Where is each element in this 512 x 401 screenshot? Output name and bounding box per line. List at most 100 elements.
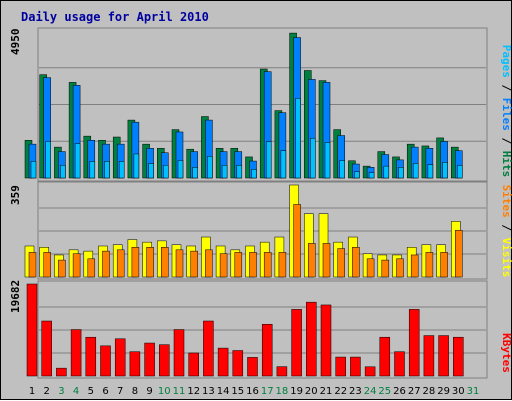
legend-sep: / bbox=[500, 218, 512, 238]
x-tick-label: 10 bbox=[158, 386, 171, 397]
bar-kbytes bbox=[114, 338, 126, 377]
bar-pages bbox=[427, 164, 434, 179]
ytick-visits: 359 bbox=[9, 185, 22, 205]
bar-kbytes bbox=[247, 357, 258, 377]
bar-sites bbox=[410, 254, 419, 278]
bar-pages bbox=[74, 143, 81, 179]
bar-sites bbox=[116, 249, 125, 278]
bar-sites bbox=[102, 250, 110, 278]
x-tick-label: 23 bbox=[349, 386, 362, 397]
x-tick-label: 14 bbox=[217, 386, 230, 397]
legend-sep: / bbox=[500, 78, 512, 98]
bar-sites bbox=[263, 252, 272, 278]
x-tick-label: 31 bbox=[467, 386, 480, 397]
bar-pages bbox=[192, 167, 198, 179]
x-tick-label: 25 bbox=[378, 386, 391, 397]
bar-pages bbox=[133, 153, 140, 179]
bar-pages bbox=[398, 167, 404, 179]
x-tick-label: 15 bbox=[231, 386, 244, 397]
bar-sites bbox=[28, 252, 37, 278]
bar-pages bbox=[148, 163, 154, 179]
bar-sites bbox=[72, 253, 81, 278]
bar-pages bbox=[163, 164, 169, 179]
bar-sites bbox=[381, 259, 390, 278]
bar-kbytes bbox=[203, 320, 214, 377]
bar-pages bbox=[60, 164, 66, 179]
ytick-kbytes: 19682 bbox=[9, 280, 22, 313]
bar-kbytes bbox=[379, 336, 391, 377]
bar-sites bbox=[352, 247, 360, 278]
bar-kbytes bbox=[173, 329, 185, 377]
bar-kbytes bbox=[261, 323, 273, 377]
x-tick-label: 30 bbox=[452, 386, 465, 397]
bar-kbytes bbox=[232, 350, 244, 377]
bar-sites bbox=[293, 204, 301, 278]
bar-sites bbox=[190, 250, 198, 278]
bar-kbytes bbox=[276, 366, 288, 377]
bar-pages bbox=[457, 165, 463, 179]
ytick-usage: 4950 bbox=[9, 29, 22, 56]
x-tick-label: 7 bbox=[117, 386, 123, 397]
bar-kbytes bbox=[350, 356, 361, 377]
x-tick-label: 9 bbox=[146, 386, 152, 397]
bar-pages bbox=[251, 169, 257, 179]
bar-pages bbox=[236, 164, 243, 179]
x-tick-label: 3 bbox=[58, 386, 64, 397]
bar-kbytes bbox=[364, 366, 376, 377]
bar-sites bbox=[440, 252, 448, 278]
bar-pages bbox=[118, 161, 125, 179]
bar-kbytes bbox=[320, 304, 332, 377]
bar-kbytes bbox=[394, 351, 405, 377]
bar-pages bbox=[265, 141, 272, 179]
bar-kbytes bbox=[159, 344, 170, 377]
legend-pages: Pages bbox=[500, 45, 512, 78]
x-tick-label: 27 bbox=[408, 386, 421, 397]
x-tick-label: 18 bbox=[276, 386, 289, 397]
bar-kbytes bbox=[217, 347, 229, 377]
chart-title: Daily usage for April 2010 bbox=[21, 10, 209, 24]
bar-sites bbox=[43, 252, 51, 278]
bar-kbytes bbox=[144, 342, 155, 377]
x-tick-label: 24 bbox=[364, 386, 377, 397]
legend-sites: Sites bbox=[500, 185, 512, 218]
x-tick-label: 5 bbox=[88, 386, 94, 397]
bar-sites bbox=[278, 252, 287, 278]
bar-sites bbox=[175, 249, 184, 278]
x-tick-label: 19 bbox=[290, 386, 303, 397]
bar-kbytes bbox=[26, 283, 38, 377]
legend-usage: Pages / Files / Hits bbox=[500, 45, 512, 178]
x-tick-label: 16 bbox=[246, 386, 259, 397]
bar-pages bbox=[383, 165, 390, 179]
bar-kbytes bbox=[100, 345, 111, 377]
x-tick-label: 11 bbox=[173, 386, 186, 397]
x-tick-label: 1 bbox=[29, 386, 35, 397]
legend-kbytes: KBytes bbox=[500, 333, 512, 373]
x-tick-label: 21 bbox=[320, 386, 333, 397]
bar-sites bbox=[249, 252, 257, 278]
bar-sites bbox=[396, 258, 404, 278]
x-tick-label: 22 bbox=[334, 386, 347, 397]
bar-kbytes bbox=[56, 367, 67, 377]
bar-sites bbox=[308, 243, 316, 278]
bar-sites bbox=[205, 249, 213, 278]
x-tick-label: 4 bbox=[73, 386, 79, 397]
bar-sites bbox=[87, 258, 96, 278]
bar-pages bbox=[221, 164, 228, 179]
bar-sites bbox=[322, 243, 331, 278]
bar-pages bbox=[442, 162, 448, 179]
bar-pages bbox=[104, 161, 110, 179]
bar-pages bbox=[412, 163, 419, 179]
bar-sites bbox=[58, 259, 66, 278]
bar-pages bbox=[324, 142, 331, 179]
x-tick-label: 17 bbox=[261, 386, 274, 397]
bar-kbytes bbox=[453, 336, 464, 377]
bar-kbytes bbox=[85, 336, 97, 377]
bar-pages bbox=[177, 160, 184, 179]
bar-sites bbox=[131, 247, 140, 278]
bar-pages bbox=[45, 141, 51, 179]
bar-sites bbox=[219, 253, 228, 278]
bar-pages bbox=[354, 171, 360, 179]
legend-hits: Hits bbox=[500, 151, 512, 178]
bar-sites bbox=[146, 247, 154, 278]
